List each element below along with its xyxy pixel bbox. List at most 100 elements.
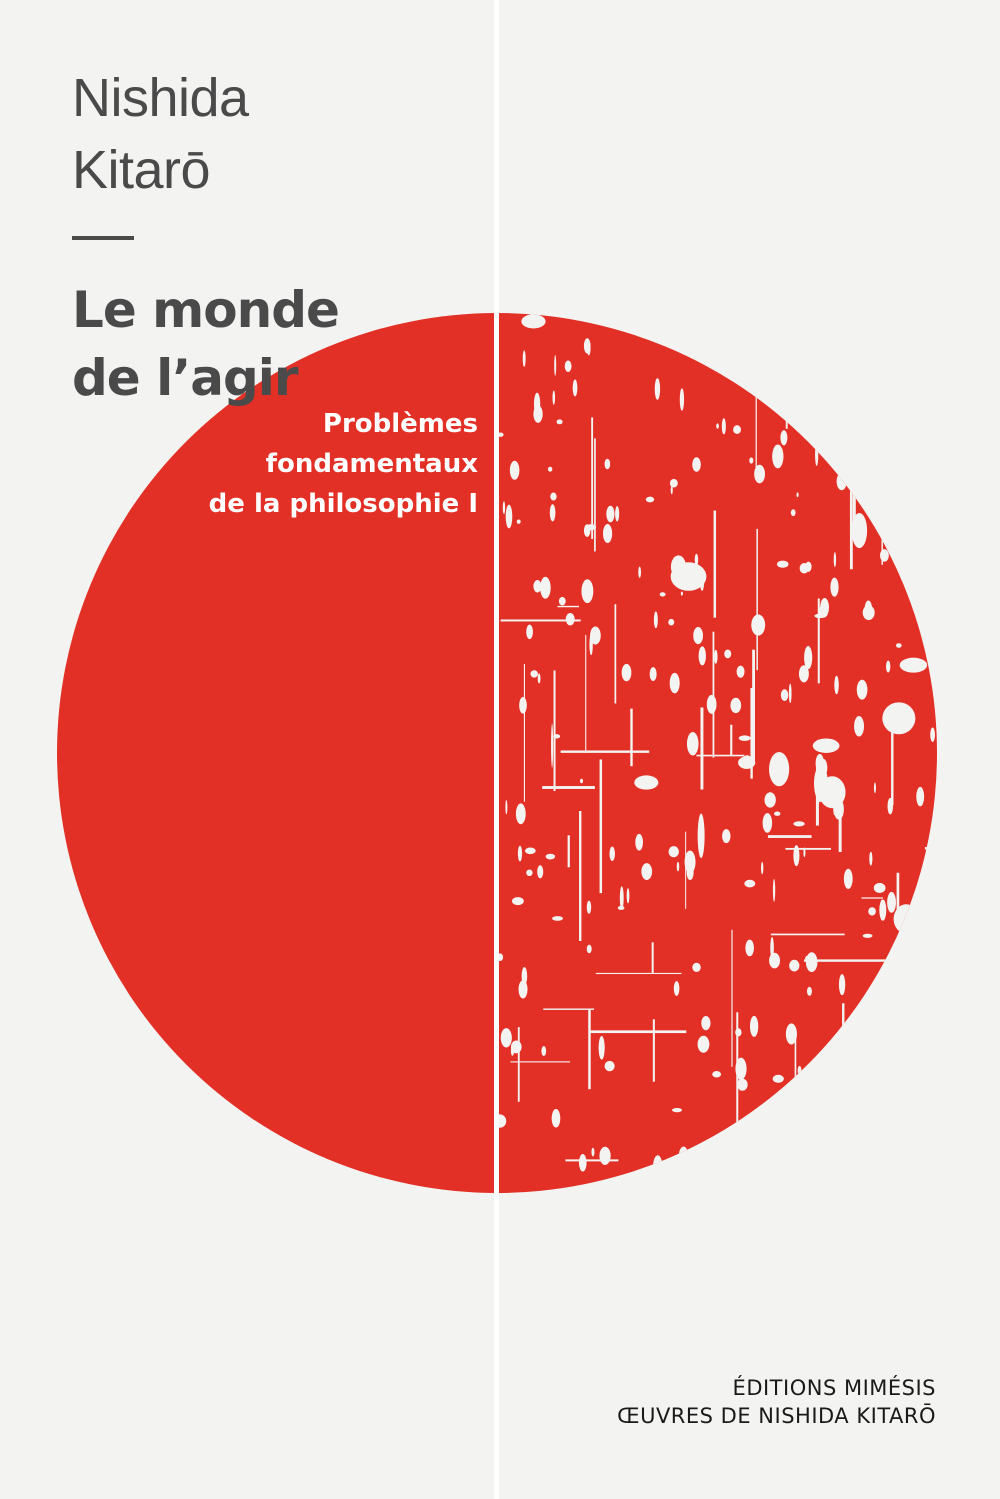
texture-crack xyxy=(712,631,715,758)
texture-speck xyxy=(754,464,766,484)
texture-speck xyxy=(550,492,557,501)
texture-speck xyxy=(604,458,611,470)
texture-speck xyxy=(914,925,919,933)
texture-speck xyxy=(712,1071,722,1078)
texture-speck xyxy=(554,355,557,376)
texture-speck xyxy=(821,396,831,417)
texture-crack xyxy=(591,417,594,540)
texture-speck xyxy=(930,727,935,742)
texture-crack xyxy=(770,933,845,936)
texture-crack xyxy=(500,619,581,622)
texture-speck xyxy=(565,612,575,626)
texture-speck xyxy=(899,657,928,673)
texture-speck xyxy=(805,561,812,572)
texture-speck xyxy=(802,1097,807,1106)
book-subtitle: Problèmes fondamentaux de la philosophie… xyxy=(209,404,478,524)
texture-speck xyxy=(848,404,860,419)
texture-speck xyxy=(798,665,809,683)
texture-speck xyxy=(733,425,741,434)
texture-crack xyxy=(838,813,842,853)
texture-speck xyxy=(899,946,908,968)
texture-crack xyxy=(861,897,883,899)
texture-crack xyxy=(599,759,603,894)
texture-speck xyxy=(874,453,886,471)
texture-speck xyxy=(521,967,528,986)
texture-speck xyxy=(790,509,796,517)
texture-crack xyxy=(881,438,883,565)
texture-crack xyxy=(652,1019,655,1082)
texture-speck xyxy=(753,1145,759,1150)
texture-speck xyxy=(510,1040,522,1054)
texture-crack xyxy=(842,1003,845,1104)
texture-crack xyxy=(567,835,570,868)
texture-speck xyxy=(892,358,908,378)
texture-speck xyxy=(551,1109,561,1128)
texture-speck xyxy=(659,592,666,597)
texture-speck xyxy=(769,952,780,969)
texture-crack xyxy=(922,501,924,638)
texture-crack xyxy=(560,750,650,753)
texture-speck xyxy=(887,800,892,813)
texture-speck xyxy=(552,916,563,921)
texture-speck xyxy=(706,694,717,714)
texture-speck xyxy=(777,560,789,568)
texture-speck xyxy=(877,353,888,364)
texture-speck xyxy=(722,829,731,844)
texture-speck xyxy=(497,432,504,437)
texture-speck xyxy=(780,689,789,701)
texture-speck xyxy=(902,1009,910,1036)
texture-speck xyxy=(619,886,624,910)
texture-speck xyxy=(530,670,538,678)
texture-speck xyxy=(803,847,806,858)
texture-speck xyxy=(830,577,839,597)
texture-speck xyxy=(668,846,679,858)
texture-speck xyxy=(793,845,800,867)
texture-crack xyxy=(594,438,596,552)
texture-speck xyxy=(669,672,680,694)
texture-speck xyxy=(558,596,566,606)
texture-speck xyxy=(670,555,687,579)
texture-speck xyxy=(686,731,699,756)
texture-crack xyxy=(713,510,717,618)
texture-speck xyxy=(862,933,873,938)
texture-speck xyxy=(836,1138,843,1147)
texture-speck xyxy=(820,598,830,618)
texture-speck xyxy=(586,900,592,914)
title-rule xyxy=(72,236,134,240)
texture-speck xyxy=(517,845,523,862)
texture-crack xyxy=(614,604,617,704)
texture-speck xyxy=(895,643,902,648)
texture-crack xyxy=(752,649,755,763)
texture-crack xyxy=(755,339,757,474)
texture-speck xyxy=(578,1154,587,1172)
texture-speck xyxy=(669,478,678,488)
texture-speck xyxy=(785,1023,797,1045)
texture-speck xyxy=(869,851,873,866)
texture-speck xyxy=(641,863,653,880)
texture-speck xyxy=(598,1035,605,1060)
texture-speck xyxy=(764,792,776,808)
texture-speck xyxy=(911,915,915,928)
texture-speck xyxy=(804,645,813,670)
texture-speck xyxy=(749,457,754,464)
subtitle-line: fondamentaux xyxy=(265,449,478,479)
texture-crack xyxy=(685,831,687,909)
texture-speck xyxy=(604,1060,615,1072)
texture-speck xyxy=(932,492,937,506)
texture-crack xyxy=(731,929,733,1067)
texture-speck xyxy=(893,1100,909,1120)
texture-speck xyxy=(698,646,706,666)
texture-speck xyxy=(556,419,563,425)
texture-speck xyxy=(692,962,701,973)
texture-crack xyxy=(736,1012,739,1160)
texture-crack xyxy=(733,1131,832,1135)
texture-speck xyxy=(795,347,805,372)
texture-speck xyxy=(654,378,661,400)
texture-speck xyxy=(806,986,812,996)
texture-speck xyxy=(860,328,872,348)
texture-speck xyxy=(737,1078,748,1091)
texture-crack xyxy=(924,846,937,850)
texture-speck xyxy=(917,380,922,386)
texture-speck xyxy=(917,333,927,350)
texture-speck xyxy=(500,1028,512,1048)
